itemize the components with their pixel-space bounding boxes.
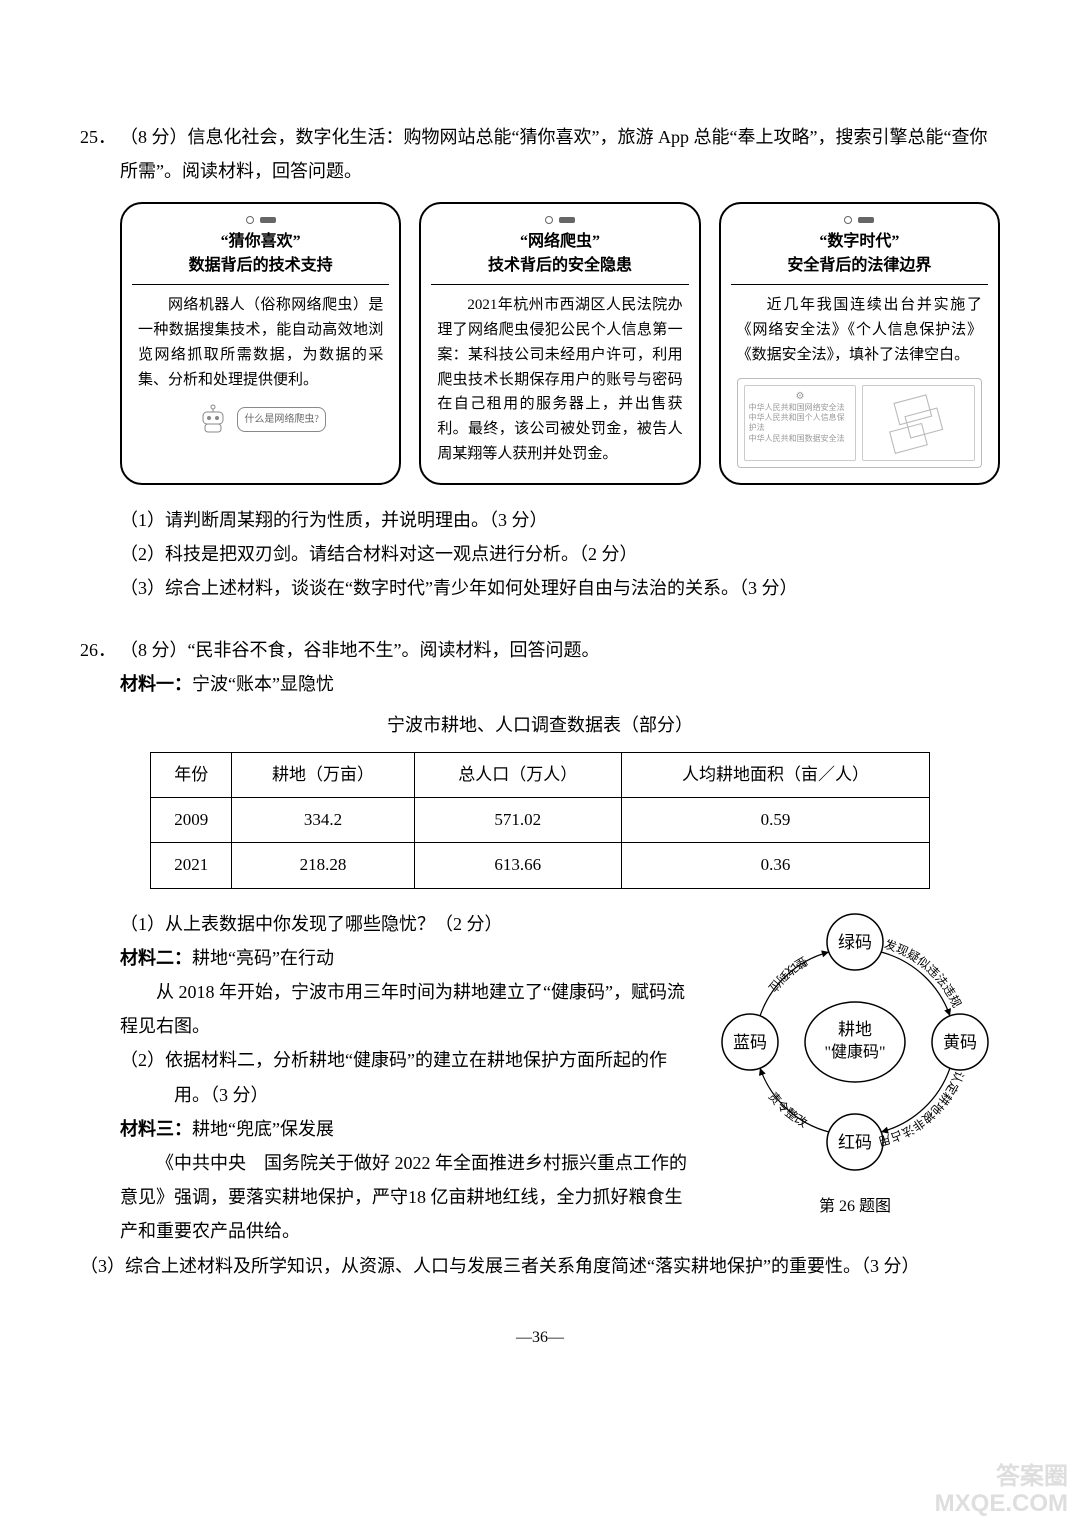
- diagram-center-l1: 耕地: [838, 1020, 872, 1039]
- q26-intro-wrap: （8 分）“民非谷不食，谷非地不生”。阅读材料，回答问题。 材料一：宁波“账本”…: [120, 633, 1000, 701]
- table-header-row: 年份 耕地（万亩） 总人口（万人） 人均耕地面积（亩／人）: [151, 752, 930, 797]
- phone-2-title-l1: “网络爬虫”: [520, 233, 600, 250]
- doc-right-page: [862, 385, 975, 461]
- cell: 0.59: [621, 798, 929, 843]
- q26-mat2-text: 从 2018 年开始，宁波市用三年时间为耕地建立了“健康码”，赋码流程见右图。: [120, 975, 694, 1043]
- watermark: 答案圈 MXQE.COM: [935, 1464, 1068, 1517]
- robot-icon: 什么是网络爬虫?: [195, 402, 325, 436]
- q25-intro-text: 信息化社会，数字化生活：购物网站总能“猜你喜欢”，旅游 App 总能“奉上攻略”…: [120, 127, 987, 181]
- node-right: 黄码: [943, 1033, 977, 1052]
- edge-bl: 责令整改: [766, 1089, 810, 1130]
- q26-mat3-line: 材料三：耕地“兜底”保发展: [120, 1112, 694, 1146]
- q26-mat3-title: 耕地“兜底”保发展: [192, 1119, 334, 1139]
- col-year: 年份: [151, 752, 232, 797]
- data-table: 年份 耕地（万亩） 总人口（万人） 人均耕地面积（亩／人） 2009 334.2…: [150, 752, 930, 889]
- edge-lt: 整改到位: [766, 953, 811, 994]
- question-25: 25． （8 分）信息化社会，数字化生活：购物网站总能“猜你喜欢”，旅游 App…: [80, 120, 1000, 605]
- q26-mat3-text: 《中共中央 国务院关于做好 2022 年全面推进乡村振兴重点工作的意见》强调，要…: [120, 1146, 694, 1249]
- q26-mat1-label: 材料一：: [120, 674, 192, 694]
- q26-mat1-title: 宁波“账本”显隐忧: [192, 674, 334, 694]
- q26-intro: “民非谷不食，谷非地不生”。阅读材料，回答问题。: [188, 640, 600, 660]
- cell: 571.02: [414, 798, 621, 843]
- node-left: 蓝码: [733, 1033, 767, 1052]
- col-pop: 总人口（万人）: [414, 752, 621, 797]
- health-code-diagram: 耕地 "健康码" 绿码 黄码 红码 蓝码 发现疑似违法违规 认定耕地被非: [715, 907, 995, 1177]
- edge-rb: 认定耕地被非法占用: [877, 1068, 966, 1148]
- edge-tr: 发现疑似违法违规: [883, 936, 965, 1010]
- q26-sub-2: （2）依据材料二，分析耕地“健康码”的建立在耕地保护方面所起的作用。（3 分）: [120, 1043, 694, 1111]
- q26-sub-3: （3）综合上述材料及所学知识，从资源、人口与发展三者关系角度简述“落实耕地保护”…: [80, 1249, 1000, 1283]
- col-percap: 人均耕地面积（亩／人）: [621, 752, 929, 797]
- doc-line-1: 中华人民共和国网络安全法: [749, 403, 852, 413]
- cell: 613.66: [414, 843, 621, 888]
- watermark-l1: 答案圈: [935, 1464, 1068, 1490]
- cell: 2021: [151, 843, 232, 888]
- phone-3-doc-icon: ⚙ 中华人民共和国网络安全法 中华人民共和国个人信息保护法 中华人民共和国数据安…: [737, 378, 982, 468]
- phone-3-title-l2: 安全背后的法律边界: [787, 257, 931, 274]
- q25-heading: 25． （8 分）信息化社会，数字化生活：购物网站总能“猜你喜欢”，旅游 App…: [80, 120, 1000, 188]
- q25-sub-1: （1）请判断周某翔的行为性质，并说明理由。（3 分）: [80, 503, 1000, 537]
- q26-number: 26．: [80, 633, 120, 701]
- phone-1-title-l2: 数据背后的技术支持: [189, 257, 333, 274]
- phone-1-notch-icon: [122, 212, 399, 224]
- diagram-caption: 第 26 题图: [710, 1192, 1000, 1222]
- cell: 0.36: [621, 843, 929, 888]
- q26-mat2-line: 材料二：耕地“亮码”在行动: [120, 941, 694, 975]
- q26-mat2-title: 耕地“亮码”在行动: [192, 948, 334, 968]
- q25-number: 25．: [80, 120, 120, 188]
- phone-3-text: 近几年我国连续出台并实施了《网络安全法》《个人信息保护法》《数据安全法》，填补了…: [721, 285, 998, 371]
- phone-1-illustration: 什么是网络爬虫?: [122, 402, 399, 447]
- node-bottom: 红码: [838, 1133, 872, 1152]
- doc-left-page: ⚙ 中华人民共和国网络安全法 中华人民共和国个人信息保护法 中华人民共和国数据安…: [744, 385, 857, 461]
- watermark-l2: MXQE.COM: [935, 1491, 1068, 1517]
- phone-1-title-l1: “猜你喜欢”: [221, 233, 301, 250]
- q26-sub-1: （1）从上表数据中你发现了哪些隐忧？（2 分）: [120, 907, 694, 941]
- cell: 334.2: [232, 798, 414, 843]
- q25-intro: （8 分）信息化社会，数字化生活：购物网站总能“猜你喜欢”，旅游 App 总能“…: [120, 120, 1000, 188]
- q26-left-col: （1）从上表数据中你发现了哪些隐忧？（2 分） 材料二：耕地“亮码”在行动 从 …: [120, 907, 694, 1249]
- q26-mat3-label: 材料三：: [120, 1119, 192, 1139]
- robot-bubble: 什么是网络爬虫?: [237, 407, 325, 432]
- doc-line-2: 中华人民共和国个人信息保护法: [749, 413, 852, 434]
- table-row: 2009 334.2 571.02 0.59: [151, 798, 930, 843]
- phone-3-notch-icon: [721, 212, 998, 224]
- cell: 2009: [151, 798, 232, 843]
- cell: 218.28: [232, 843, 414, 888]
- q26-mat2-label: 材料二：: [120, 948, 192, 968]
- phone-3-title-l1: “数字时代”: [819, 233, 899, 250]
- q26-points: （8 分）: [120, 640, 188, 660]
- phone-3: “数字时代” 安全背后的法律边界 近几年我国连续出台并实施了《网络安全法》《个人…: [719, 202, 1000, 484]
- q25-sub-2: （2）科技是把双刃剑。请结合材料对这一观点进行分析。（2 分）: [80, 537, 1000, 571]
- phone-2-title-l2: 技术背后的安全隐患: [488, 257, 632, 274]
- phone-1-text: 网络机器人（俗称网络爬虫）是一种数据搜集技术，能自动高效地浏览网络抓取所需数据，…: [122, 285, 399, 396]
- phone-2-title: “网络爬虫” 技术背后的安全隐患: [431, 226, 688, 285]
- page-number: —36—: [80, 1323, 1000, 1353]
- phone-3-title: “数字时代” 安全背后的法律边界: [731, 226, 988, 285]
- phone-1-title: “猜你喜欢” 数据背后的技术支持: [132, 226, 389, 285]
- q26-two-col: （1）从上表数据中你发现了哪些隐忧？（2 分） 材料二：耕地“亮码”在行动 从 …: [80, 907, 1000, 1249]
- q25-points: （8 分）: [120, 127, 188, 147]
- q25-sub-3: （3）综合上述材料，谈谈在“数字时代”青少年如何处理好自由与法治的关系。（3 分…: [80, 571, 1000, 605]
- phone-2-notch-icon: [421, 212, 698, 224]
- phone-2: “网络爬虫” 技术背后的安全隐患 2021年杭州市西湖区人民法院办理了网络爬虫侵…: [419, 202, 700, 484]
- phones-row: “猜你喜欢” 数据背后的技术支持 网络机器人（俗称网络爬虫）是一种数据搜集技术，…: [120, 202, 1000, 484]
- col-land: 耕地（万亩）: [232, 752, 414, 797]
- question-26: 26． （8 分）“民非谷不食，谷非地不生”。阅读材料，回答问题。 材料一：宁波…: [80, 633, 1000, 1283]
- phone-1: “猜你喜欢” 数据背后的技术支持 网络机器人（俗称网络爬虫）是一种数据搜集技术，…: [120, 202, 401, 484]
- q26-diagram-col: 耕地 "健康码" 绿码 黄码 红码 蓝码 发现疑似违法违规 认定耕地被非: [710, 907, 1000, 1249]
- table-row: 2021 218.28 613.66 0.36: [151, 843, 930, 888]
- table-title: 宁波市耕地、人口调查数据表（部分）: [80, 708, 1000, 742]
- doc-line-3: 中华人民共和国数据安全法: [749, 434, 852, 444]
- q26-heading: 26． （8 分）“民非谷不食，谷非地不生”。阅读材料，回答问题。 材料一：宁波…: [80, 633, 1000, 701]
- node-top: 绿码: [838, 933, 872, 952]
- diagram-center-l2: "健康码": [824, 1043, 885, 1061]
- phone-2-text: 2021年杭州市西湖区人民法院办理了网络爬虫侵犯公民个人信息第一案：某科技公司未…: [421, 285, 698, 470]
